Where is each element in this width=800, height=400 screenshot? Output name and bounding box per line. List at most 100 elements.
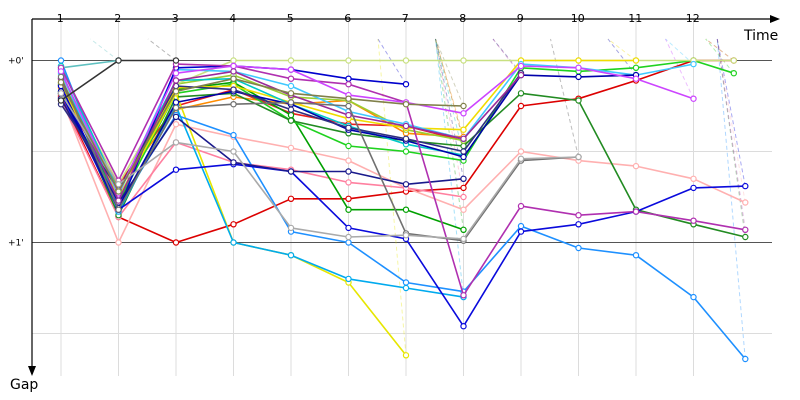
x-axis-title: Time [743, 28, 778, 44]
data-point [690, 293, 697, 301]
series-line [60, 59, 119, 69]
data-point [172, 57, 180, 64]
data-point [402, 135, 410, 142]
data-point [460, 175, 467, 182]
data-point [230, 159, 237, 166]
guide-lines [90, 38, 746, 360]
series-guide-line [607, 38, 637, 76]
data-point [742, 226, 749, 233]
series-24 [57, 62, 697, 197]
data-point [115, 57, 122, 64]
series-guide-line [435, 38, 464, 107]
series-28 [57, 75, 467, 195]
data-point [575, 97, 582, 104]
y-tick-labels: +0' +1' [8, 57, 24, 249]
data-point [517, 90, 525, 97]
series-guide-line [705, 38, 735, 61]
data-point [172, 139, 180, 146]
series-guide-line [492, 38, 522, 74]
data-point [742, 355, 749, 363]
series-guide-line [607, 38, 637, 61]
series-line [60, 98, 464, 204]
data-point [230, 239, 237, 246]
series-guide-line [705, 38, 735, 61]
series-29 [57, 57, 180, 104]
series-line [60, 65, 694, 195]
data-point [287, 99, 295, 106]
data-point [230, 68, 237, 75]
data-point [575, 64, 582, 72]
data-point [460, 135, 467, 142]
series-guide-line [377, 38, 407, 356]
data-point [345, 179, 352, 186]
x-tick-label: 8 [459, 12, 466, 25]
data-point [690, 95, 697, 102]
x-tick-label: 10 [571, 12, 585, 25]
data-point [172, 120, 180, 128]
series-guide-line [147, 38, 177, 61]
series-guide-line [665, 38, 694, 99]
series-lines [57, 57, 749, 363]
data-point [287, 66, 295, 73]
series-line [60, 77, 464, 193]
data-point [57, 97, 65, 104]
data-point [345, 57, 352, 64]
series-guide-line [550, 38, 579, 158]
data-point [57, 73, 65, 81]
data-point [575, 244, 582, 252]
data-point [632, 64, 640, 72]
series-line [60, 96, 746, 244]
data-point [172, 99, 180, 106]
data-point [287, 111, 295, 119]
series-17 [57, 57, 122, 72]
axes: Time Gap [10, 15, 780, 393]
series-guide-line [716, 38, 746, 360]
data-point [287, 251, 295, 259]
data-point [57, 57, 65, 64]
data-point [287, 75, 295, 82]
data-point [230, 86, 237, 93]
data-point [115, 197, 122, 204]
data-point [402, 100, 410, 108]
data-point [345, 168, 352, 175]
series-21 [57, 95, 467, 206]
series-guide-line [716, 38, 746, 238]
y-axis-arrowhead [28, 366, 36, 376]
data-point [345, 80, 352, 88]
data-point [402, 206, 410, 213]
data-point [690, 184, 697, 192]
data-point [345, 111, 352, 119]
data-point [460, 110, 467, 117]
data-point [287, 90, 295, 97]
data-point [517, 148, 525, 155]
series-line [60, 100, 464, 218]
x-tick-label: 3 [172, 12, 179, 25]
data-point [287, 117, 295, 124]
data-point [57, 79, 65, 86]
data-point [632, 57, 640, 64]
data-point [730, 57, 738, 64]
data-point [230, 148, 237, 155]
x-tick-label: 12 [686, 12, 700, 25]
series-guide-line [435, 38, 464, 156]
series-guide-line [435, 38, 464, 298]
data-point [460, 153, 467, 161]
data-point [575, 221, 582, 228]
data-point [402, 181, 410, 188]
data-point [115, 181, 122, 188]
data-point [345, 142, 352, 150]
x-tick-label: 1 [57, 12, 64, 25]
data-point [402, 148, 410, 155]
data-point [690, 175, 697, 182]
data-point [402, 284, 410, 292]
data-point [345, 206, 352, 213]
data-point [742, 182, 749, 190]
data-point [460, 193, 467, 201]
data-point [460, 148, 467, 155]
data-point [230, 57, 237, 64]
data-point [632, 251, 640, 259]
data-point [690, 217, 697, 224]
series-guide-line [377, 38, 407, 85]
data-point [517, 102, 525, 110]
data-point [345, 275, 352, 283]
